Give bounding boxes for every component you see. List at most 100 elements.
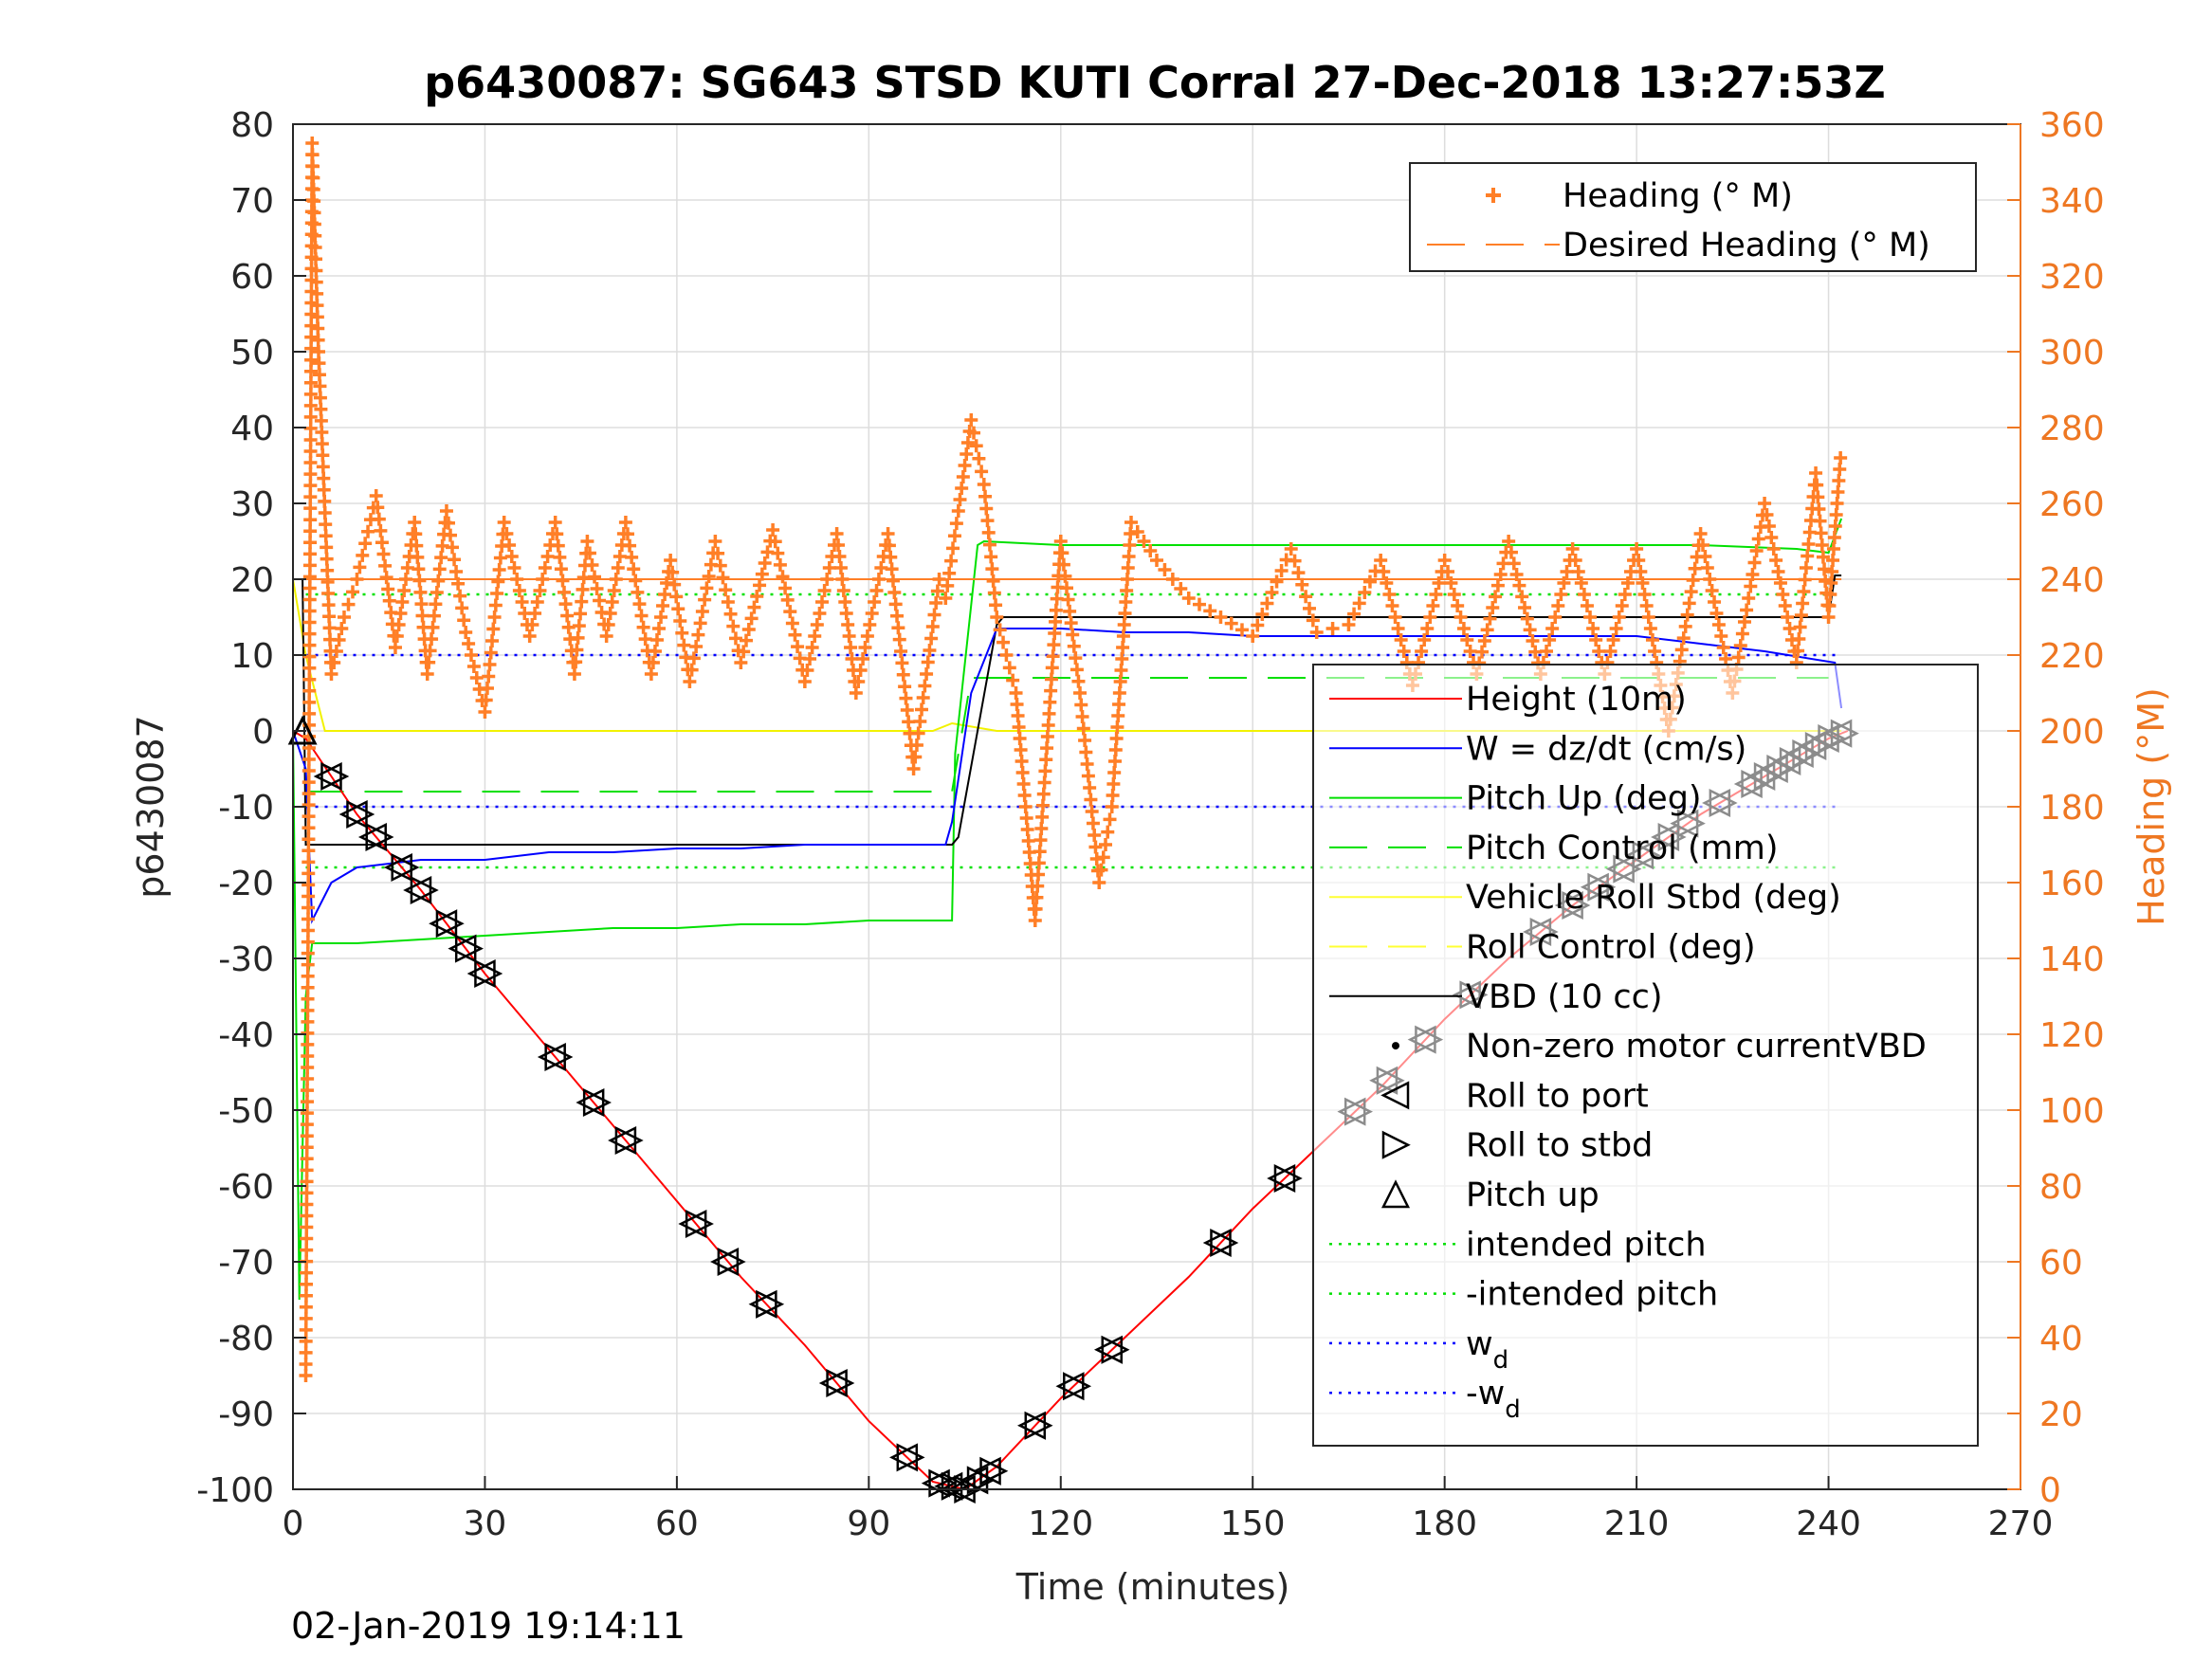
- heading-point: [618, 516, 632, 529]
- roll-to-stbd-marker: [582, 1087, 612, 1118]
- heading-point: [894, 645, 908, 658]
- heading-point: [1038, 764, 1052, 778]
- heading-point: [381, 582, 395, 596]
- heading-point: [1733, 639, 1747, 652]
- heading-point: [853, 664, 868, 677]
- heading-point: [949, 517, 963, 531]
- heading-point: [1116, 641, 1130, 654]
- heading-point: [1045, 661, 1059, 675]
- heading-point: [1830, 497, 1844, 510]
- heading-point: [1589, 633, 1603, 647]
- heading-point: [1035, 798, 1050, 812]
- heading-point: [1810, 478, 1824, 492]
- roll-to-stbd-marker: [1273, 1163, 1303, 1194]
- heading-point: [317, 471, 331, 485]
- heading-point: [1035, 810, 1050, 824]
- legend-label: Vehicle Roll Stbd (deg): [1466, 879, 1841, 917]
- heading-point: [599, 629, 613, 643]
- heading-point: [312, 356, 326, 371]
- heading-point: [753, 578, 767, 592]
- heading-point: [488, 598, 503, 612]
- heading-point: [817, 584, 832, 597]
- heading-point: [315, 426, 329, 439]
- heading-point: [414, 597, 429, 611]
- heading-point: [881, 527, 895, 540]
- heading-point: [1039, 753, 1053, 767]
- heading-point: [1116, 629, 1130, 643]
- heading-point: [669, 590, 684, 604]
- heading-point: [540, 550, 555, 563]
- heading-point: [301, 969, 315, 983]
- heading-point: [1648, 645, 1662, 658]
- heading-point: [300, 1209, 314, 1223]
- y-left-tick-label: -40: [218, 1016, 274, 1055]
- heading-point: [1002, 661, 1016, 675]
- heading-point: [301, 912, 315, 926]
- heading-point: [721, 595, 735, 609]
- roll-to-port-marker: [934, 1471, 963, 1501]
- heading-point: [453, 589, 467, 603]
- heading-point: [791, 640, 805, 654]
- heading-point: [929, 596, 943, 610]
- heading-point: [667, 577, 682, 592]
- heading-point: [1716, 641, 1730, 654]
- heading-point: [1101, 825, 1115, 839]
- legend-swatch: [1380, 1179, 1411, 1209]
- heading-point: [305, 137, 320, 150]
- legend-label: Pitch up: [1466, 1176, 1600, 1214]
- heading-point: [1571, 565, 1585, 578]
- heading-point: [301, 923, 315, 938]
- heading-point: [567, 667, 581, 681]
- heading-point: [528, 607, 542, 620]
- heading-point: [1103, 812, 1117, 827]
- heading-point: [1826, 554, 1840, 567]
- heading-point: [1477, 634, 1491, 647]
- heading-point: [441, 516, 455, 530]
- heading-point: [1030, 890, 1044, 904]
- heading-point: [321, 587, 336, 600]
- heading-point: [1347, 607, 1362, 621]
- heading-point: [1374, 554, 1388, 567]
- heading-point: [1528, 645, 1543, 659]
- heading-point: [865, 607, 879, 620]
- y-right-tick-label: 100: [2039, 1092, 2105, 1131]
- heading-point: [1429, 588, 1443, 601]
- heading-point: [1678, 619, 1692, 633]
- heading-point: [612, 550, 627, 563]
- heading-point: [299, 1311, 313, 1325]
- heading-point: [466, 660, 481, 673]
- heading-point: [1540, 645, 1554, 658]
- heading-point: [1684, 585, 1698, 599]
- heading-point: [491, 574, 505, 589]
- heading-point: [512, 584, 526, 597]
- heading-point: [1686, 573, 1700, 587]
- heading-point: [382, 593, 396, 608]
- heading-point: [302, 581, 317, 595]
- heading-point: [314, 402, 328, 416]
- heading-point: [1048, 626, 1062, 640]
- heading-point: [302, 547, 317, 561]
- heading-point: [411, 550, 425, 564]
- heading-point: [649, 633, 664, 647]
- heading-point: [593, 593, 607, 608]
- heading-point: [303, 513, 318, 527]
- heading-point: [927, 608, 941, 622]
- heading-point: [303, 536, 318, 550]
- heading-point: [685, 663, 699, 677]
- heading-point: [497, 516, 511, 529]
- legend-swatch: [1392, 1042, 1399, 1050]
- heading-point: [1302, 601, 1316, 615]
- heading-point: [408, 516, 422, 529]
- heading-point: [1742, 592, 1756, 605]
- y-right-tick-label: 160: [2039, 865, 2105, 903]
- heading-point: [766, 523, 780, 537]
- y-right-tick-label: 200: [2039, 713, 2105, 752]
- heading-point: [1764, 531, 1779, 544]
- heading-point: [677, 638, 691, 652]
- legend-label: Heading (° M): [1563, 177, 1793, 215]
- heading-point: [1040, 730, 1054, 744]
- heading-point: [1061, 592, 1075, 607]
- heading-point: [302, 592, 317, 607]
- heading-point: [1493, 568, 1508, 581]
- heading-point: [601, 618, 615, 631]
